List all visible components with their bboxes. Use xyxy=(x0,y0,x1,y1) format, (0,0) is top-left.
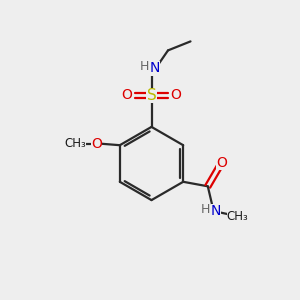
Text: O: O xyxy=(171,88,182,102)
Text: N: N xyxy=(150,61,160,75)
Text: CH₃: CH₃ xyxy=(64,137,86,150)
Text: O: O xyxy=(216,156,227,170)
Text: H: H xyxy=(201,202,210,216)
Text: CH₃: CH₃ xyxy=(226,210,248,223)
Text: O: O xyxy=(122,88,132,102)
Text: N: N xyxy=(211,204,221,218)
Text: O: O xyxy=(91,137,102,151)
Text: S: S xyxy=(147,88,156,103)
Text: H: H xyxy=(139,60,149,73)
